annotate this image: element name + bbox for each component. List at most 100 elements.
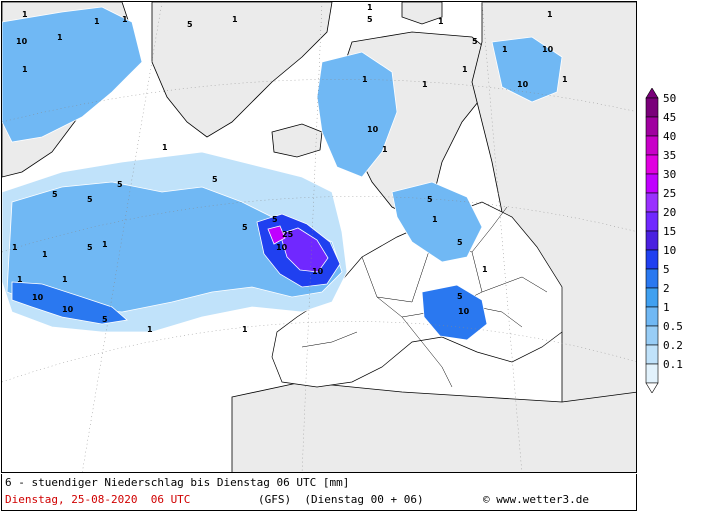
parallel-2 (2, 196, 636, 253)
contour-label: 1 (42, 250, 48, 259)
legend-label: 5 (663, 263, 670, 276)
legend-label: 35 (663, 149, 676, 162)
contour-label: 5 (457, 292, 463, 301)
legend-swatch (645, 154, 659, 175)
contour-label: 10 (62, 305, 74, 314)
model-run: (GFS) (Dienstag 00 + 06) (258, 493, 424, 506)
contour-label: 1 (17, 275, 23, 284)
border-ukraine (481, 276, 548, 293)
precipitation-map: 10 1 1 1 5 5 5 1 1 1 10 1 1 1 5 5 5 5 1 10 1 25 10 10 10 1 5 1 1 10 5 1… (1, 1, 637, 473)
contour-label: 1 (122, 15, 128, 24)
precip-balkans (421, 284, 488, 341)
legend-swatch (645, 268, 659, 289)
legend-label: 1 (663, 301, 670, 314)
precip-atlantic-band (11, 281, 128, 325)
map-title: 6 - stuendiger Niederschlag bis Dienstag… (5, 476, 350, 489)
legend-swatch (645, 344, 659, 365)
precipitation-areas (2, 6, 563, 341)
legend-label: 50 (663, 92, 676, 105)
svalbard (401, 2, 443, 25)
contour-label: 5 (52, 190, 58, 199)
contour-label: 1 (382, 145, 388, 154)
legend-swatch (645, 306, 659, 327)
legend-label: 2 (663, 282, 670, 295)
legend-label: 0.5 (663, 320, 683, 333)
contour-label: 10 (276, 243, 288, 252)
contour-label: 1 (438, 17, 444, 26)
legend-swatch (645, 116, 659, 137)
legend-label: 30 (663, 168, 676, 181)
contour-label: 1 (502, 45, 508, 54)
legend-label: 10 (663, 244, 676, 257)
legend-swatch (645, 363, 659, 384)
legend-swatch (645, 192, 659, 213)
legend-swatch (645, 135, 659, 156)
graticule (2, 2, 636, 472)
contour-label: 1 (147, 325, 153, 334)
legend-label: 40 (663, 130, 676, 143)
contour-label: 1 (562, 75, 568, 84)
contour-label: 1 (162, 143, 168, 152)
contour-label: 1 (432, 215, 438, 224)
contour-label: 10 (16, 37, 28, 46)
border-baltics (471, 206, 508, 253)
legend-bottom-arrow (645, 382, 659, 394)
legend-swatch (645, 211, 659, 232)
legend-label: 20 (663, 206, 676, 219)
contour-label: 1 (482, 265, 488, 274)
contour-label: 10 (312, 267, 324, 276)
contour-label: 5 (457, 238, 463, 247)
contour-label: 5 (427, 195, 433, 204)
contour-label: 10 (32, 293, 44, 302)
legend-label: 0.1 (663, 358, 683, 371)
contour-label: 25 (282, 230, 294, 239)
contour-label: 5 (272, 215, 278, 224)
contour-label: 1 (462, 65, 468, 74)
contour-label: 5 (187, 20, 193, 29)
contour-label: 1 (22, 65, 28, 74)
contour-label: 1 (422, 80, 428, 89)
legend-label: 0.2 (663, 339, 683, 352)
precip-uk-heavy (279, 227, 329, 273)
legend-swatch (645, 230, 659, 251)
contour-label: 1 (22, 10, 28, 19)
precip-north-atlantic (2, 6, 143, 143)
contour-label: 10 (517, 80, 529, 89)
legend-swatch (645, 249, 659, 270)
precipitation-legend: 50 45 40 35 30 25 20 15 10 5 2 1 0.5 0.2 0.1 (640, 87, 704, 394)
contour-label: 10 (458, 307, 470, 316)
meridian-2 (301, 2, 323, 472)
legend-top-arrow (645, 87, 659, 99)
contour-label: 1 (242, 325, 248, 334)
copyright: © www.wetter3.de (483, 493, 589, 506)
contour-label: 1 (12, 243, 18, 252)
contour-label: 5 (367, 15, 373, 24)
legend-swatch (645, 173, 659, 194)
northwest-africa (231, 381, 636, 472)
italy (401, 316, 453, 388)
contour-label: 5 (472, 37, 478, 46)
contour-label: 5 (87, 195, 93, 204)
contour-labels: 10 1 1 1 5 5 5 1 1 1 10 1 1 1 5 5 5 5 1 10 1 25 10 10 10 1 5 1 1 10 5 1… (12, 3, 568, 334)
legend-label: 45 (663, 111, 676, 124)
legend-swatch (645, 325, 659, 346)
parallel-1 (2, 79, 636, 123)
contour-label: 1 (547, 10, 553, 19)
contour-label: 10 (542, 45, 554, 54)
contour-label: 5 (117, 180, 123, 189)
contour-label: 5 (102, 315, 108, 324)
legend-label: 15 (663, 225, 676, 238)
contour-label: 1 (232, 15, 238, 24)
map-footer: 6 - stuendiger Niederschlag bis Dienstag… (1, 474, 637, 511)
precip-baltic (391, 181, 483, 263)
map-canvas: 10 1 1 1 5 5 5 1 1 1 10 1 1 1 5 5 5 5 1 10 1 25 10 10 10 1 5 1 1 10 5 1… (2, 2, 636, 472)
legend-label: 25 (663, 187, 676, 200)
precip-uk-max (267, 225, 286, 245)
contour-label: 5 (87, 243, 93, 252)
contour-label: 5 (242, 223, 248, 232)
contour-label: 10 (367, 125, 379, 134)
contour-label: 1 (62, 275, 68, 284)
contour-label: 1 (102, 240, 108, 249)
iceland (271, 123, 323, 158)
